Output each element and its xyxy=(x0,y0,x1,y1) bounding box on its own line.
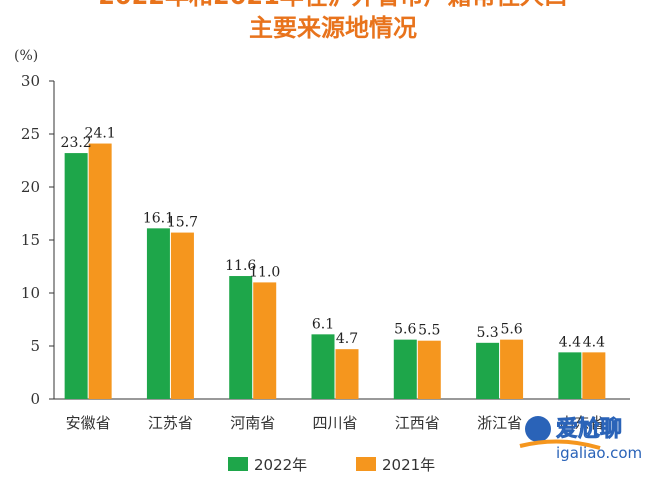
chart-title-line-2: 主要来源地情况 xyxy=(249,14,417,42)
category-label: 四川省 xyxy=(312,414,357,432)
y-axis-unit: (%) xyxy=(14,48,38,64)
bar-series-1 xyxy=(64,153,88,399)
bar-series-2 xyxy=(417,340,441,399)
y-tick-label: 30 xyxy=(21,72,40,90)
category-label: 河南省 xyxy=(230,414,275,432)
watermark-text: 爱尬聊 xyxy=(556,416,622,442)
value-label: 6.1 xyxy=(312,316,334,332)
category-label: 山东省 xyxy=(559,414,604,432)
value-labels: 23.224.116.115.711.611.06.14.75.6 5.5 5.3 5… xyxy=(61,126,606,351)
y-tick-label: 10 xyxy=(21,284,40,302)
y-tick-label: 15 xyxy=(21,231,40,249)
category-label: 江西省 xyxy=(395,414,440,432)
watermark-url: igaliao.com xyxy=(556,444,642,462)
value-label: 24.1 xyxy=(85,126,116,142)
y-tick-label: 0 xyxy=(30,390,40,408)
bar-series-1 xyxy=(476,342,500,399)
category-label: 江苏省 xyxy=(148,414,193,432)
value-label: 5.6 xyxy=(394,322,416,338)
value-label: 15.7 xyxy=(167,215,198,231)
value-label: 5.3 xyxy=(476,325,498,341)
value-label: 4.4 xyxy=(583,334,605,350)
y-ticks: 0 5 10 15 20 25 30 xyxy=(21,72,54,408)
y-tick-label: 25 xyxy=(21,125,40,143)
legend-swatch xyxy=(228,457,248,471)
bar-series-2 xyxy=(335,349,359,399)
value-label: 16.1 xyxy=(143,210,174,226)
y-tick-label: 20 xyxy=(21,178,40,196)
bar-series-2 xyxy=(582,352,606,399)
watermark-logo-icon xyxy=(525,416,551,442)
value-label: 4.4 xyxy=(559,334,581,350)
legend-label: 2021年 xyxy=(382,456,435,474)
bar-series-1 xyxy=(558,352,582,399)
bar-series-1 xyxy=(393,339,417,399)
value-label: 23.2 xyxy=(61,135,92,151)
value-label: 11.6 xyxy=(225,258,256,274)
watermark: 爱尬聊 igaliao.com xyxy=(519,416,642,462)
bar-series-2 xyxy=(253,282,277,399)
value-label: 5.6 xyxy=(500,322,522,338)
chart-title-line-1: 2022年和2021年在沪外省市户籍常住人口 xyxy=(98,0,568,10)
bar-series-2 xyxy=(500,339,524,399)
legend: 2022年 2021年 xyxy=(228,456,435,474)
category-label: 安徽省 xyxy=(66,414,111,432)
category-labels: 安徽省 江苏省 河南省 四川省 江西省 浙江省 山东省 xyxy=(66,414,605,432)
value-label: 5.5 xyxy=(418,323,440,339)
bar-series-2 xyxy=(88,143,112,399)
bars xyxy=(64,143,606,399)
watermark-swoosh-icon xyxy=(519,439,601,450)
value-label: 11.0 xyxy=(249,264,280,280)
legend-swatch xyxy=(356,457,376,471)
y-tick-label: 5 xyxy=(30,337,40,355)
category-label: 浙江省 xyxy=(477,414,522,432)
bar-series-2 xyxy=(170,232,194,399)
legend-label: 2022年 xyxy=(254,456,307,474)
bar-series-1 xyxy=(311,334,335,399)
bar-series-1 xyxy=(229,276,253,399)
bar-series-1 xyxy=(146,228,170,399)
value-label: 4.7 xyxy=(336,331,358,347)
